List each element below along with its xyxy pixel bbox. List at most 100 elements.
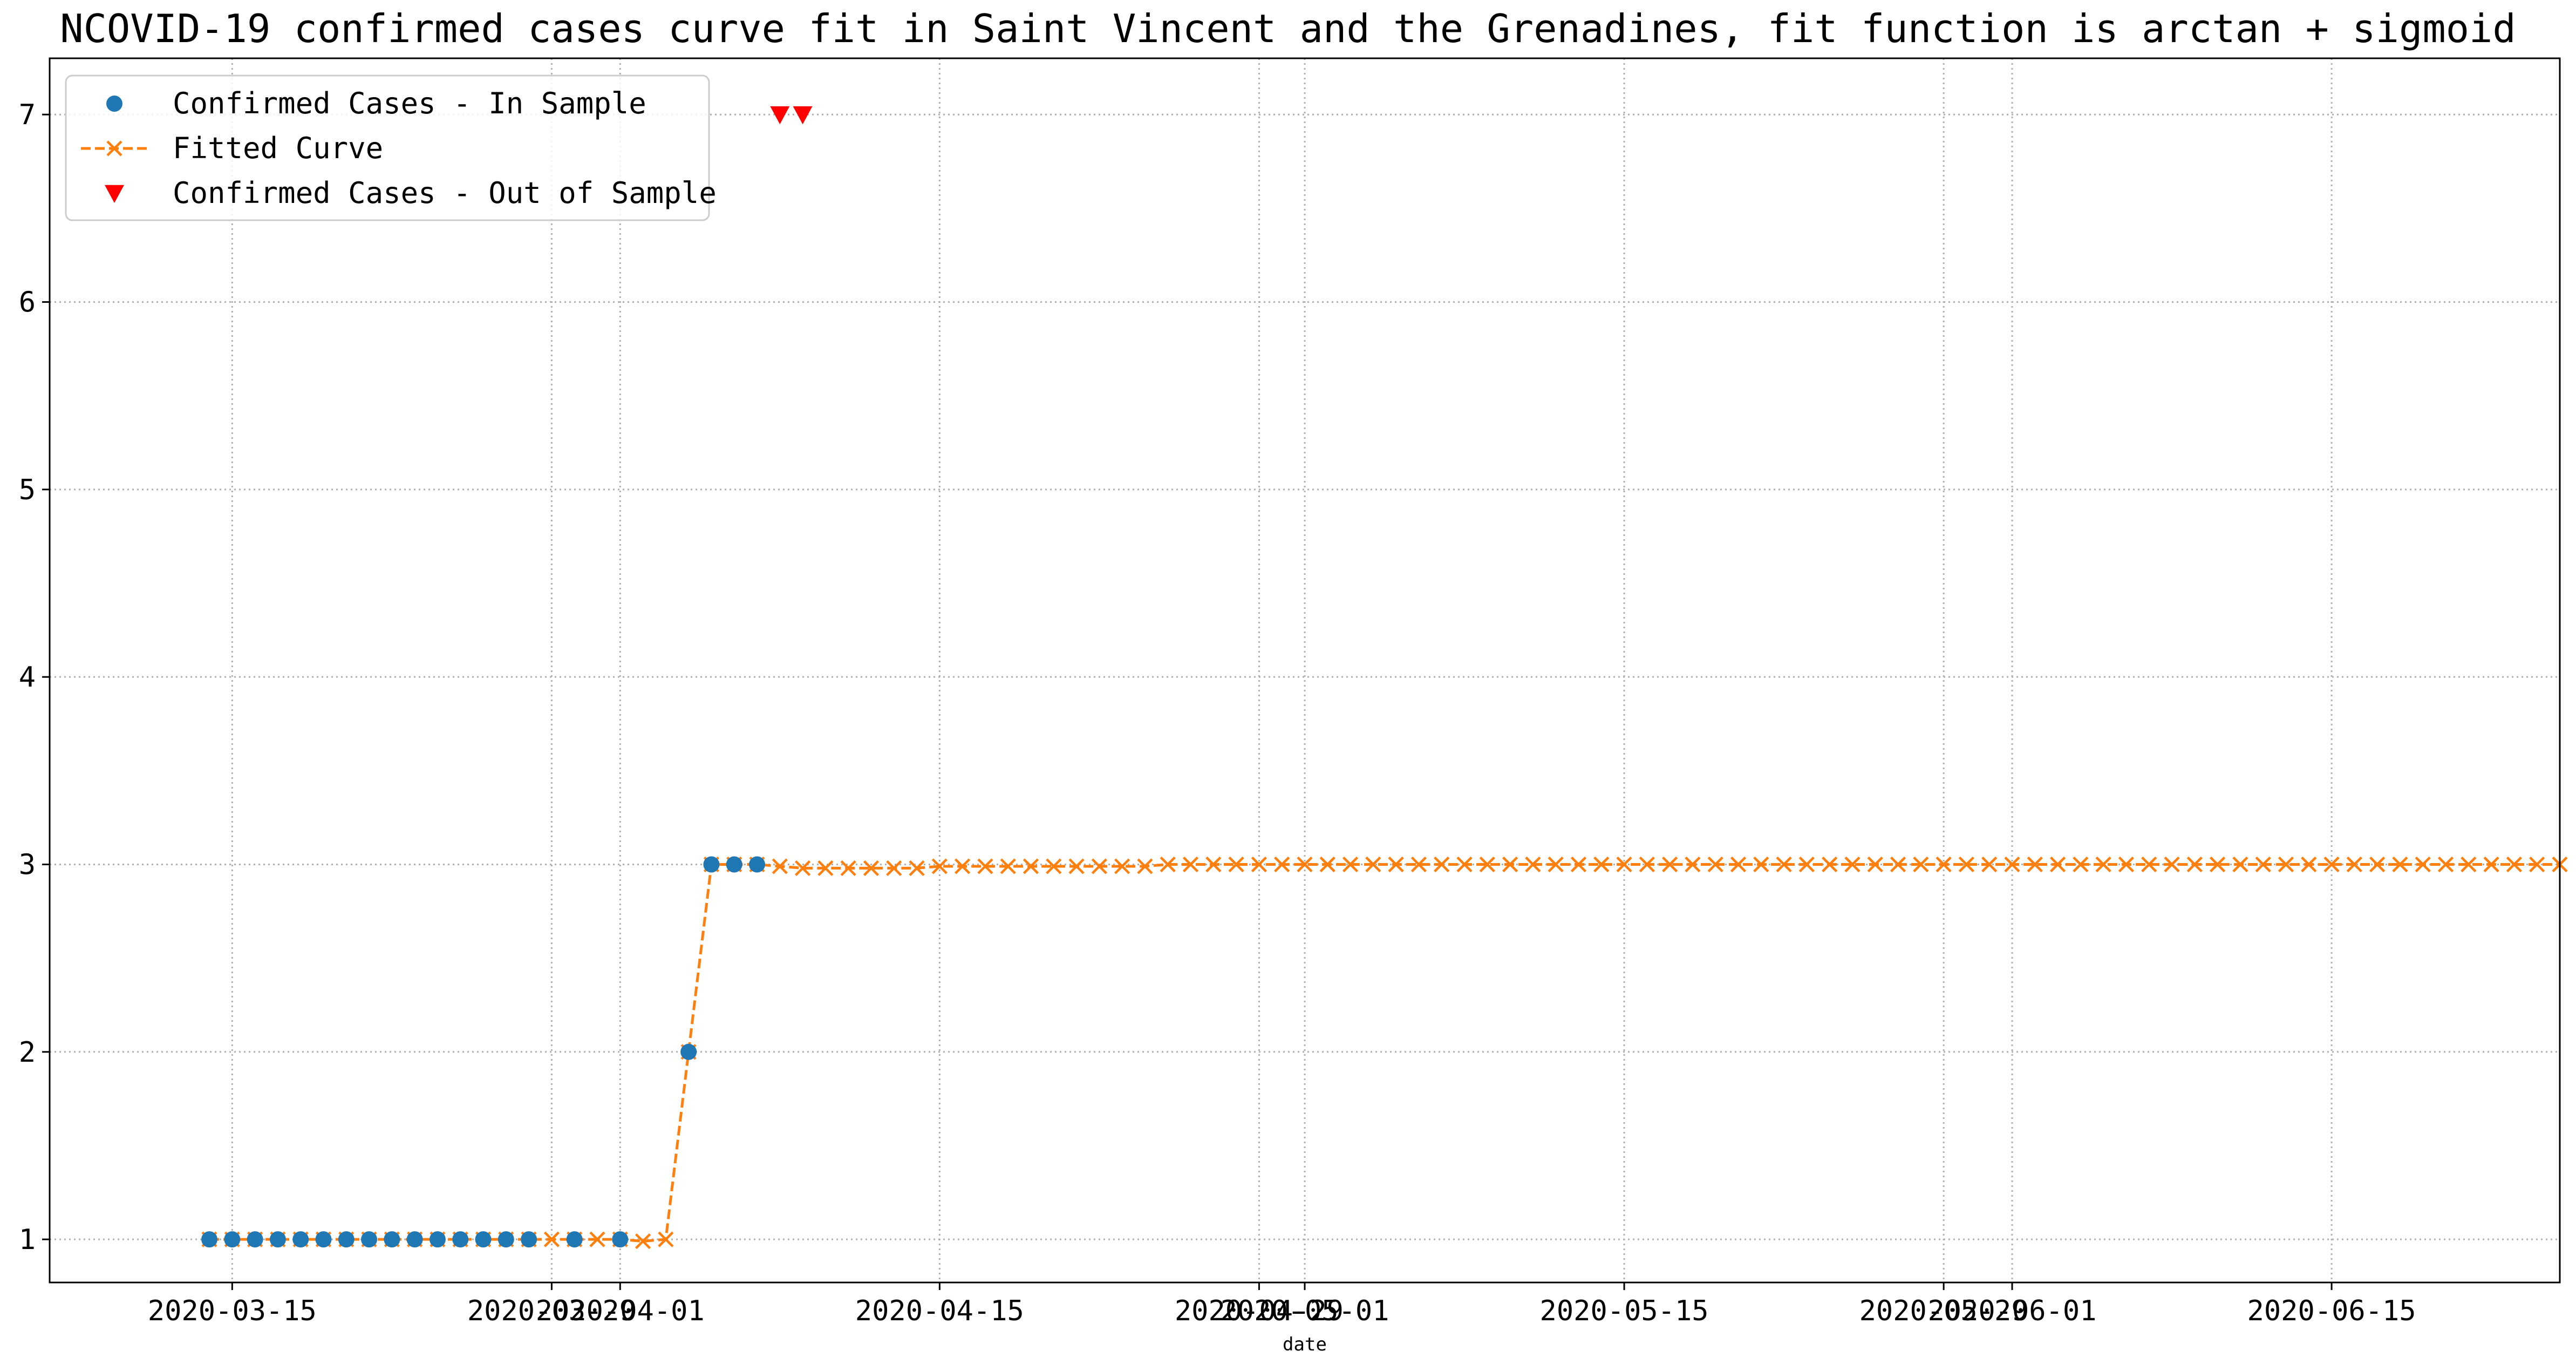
y-tick-label: 3 [19,849,36,881]
marker-stroke [1434,856,1450,873]
data-point [2186,856,2203,873]
marker-stroke [589,1231,605,1247]
legend-label: Confirmed Cases - Out of Sample [173,176,717,210]
data-point [106,140,122,157]
data-point [1822,856,1838,873]
x-tick-label: 2020-03-15 [148,1295,317,1327]
marker-stroke [2141,856,2157,873]
data-point [1844,856,1861,873]
marker-stroke [1365,856,1381,873]
marker-stroke [886,860,902,877]
data-point [2255,856,2271,873]
data-point [2164,856,2180,873]
data-point [429,1231,446,1248]
data-point [1502,856,1518,873]
marker-stroke [2461,856,2477,873]
marker-stroke [2164,856,2180,873]
data-point [770,106,790,125]
data-point [1319,856,1335,873]
data-point [1913,856,1929,873]
data-point [2483,856,2499,873]
marker-stroke [2278,856,2294,873]
data-point [1068,858,1085,874]
marker-stroke [2506,856,2523,873]
data-point [498,1231,514,1248]
data-point [1981,856,1998,873]
data-point [612,1231,629,1248]
marker-stroke [1251,856,1267,873]
data-point [1616,856,1632,873]
marker-stroke [2346,856,2362,873]
marker-stroke [931,858,948,874]
marker-stroke [543,1231,560,1247]
marker-stroke [1479,856,1495,873]
marker-stroke [1753,856,1769,873]
legend-box [65,74,710,221]
data-point [201,1231,218,1248]
marker-stroke [1091,858,1107,874]
marker-stroke [1616,856,1632,873]
marker-stroke [1798,856,1815,873]
marker-stroke [772,858,788,874]
marker-stroke [1023,858,1039,874]
y-tick-label: 1 [19,1224,36,1256]
marker-stroke [817,860,834,877]
marker-stroke [2186,856,2203,873]
data-point [2437,856,2454,873]
legend-item: Confirmed Cases - Out of Sample [105,176,717,210]
data-point [1023,858,1039,874]
marker-stroke [1890,856,1906,873]
data-point [2415,856,2431,873]
marker-stroke [2529,856,2545,873]
series-out-of-sample [770,106,813,125]
data-point [2506,856,2523,873]
marker-stroke [2323,856,2340,873]
data-point [2369,856,2386,873]
marker-stroke [2050,856,2066,873]
marker-stroke [2301,856,2317,873]
marker-stroke [795,860,811,877]
data-point [1342,856,1359,873]
marker-stroke [1936,856,1952,873]
marker-stroke [106,140,122,157]
data-point [817,860,834,877]
data-point [106,96,122,112]
data-point [2210,856,2226,873]
y-tick-label: 4 [19,661,36,694]
data-point [1570,856,1587,873]
data-point [1593,856,1610,873]
data-point [1410,856,1427,873]
marker-stroke [1867,856,1883,873]
x-tick-label: 2020-05-01 [1220,1295,1389,1327]
marker-stroke [2392,856,2408,873]
data-point [338,1231,355,1248]
marker-stroke [2369,856,2386,873]
data-point [749,856,766,873]
data-point [1114,858,1130,874]
marker-stroke [2027,856,2043,873]
data-point [1639,856,1655,873]
data-point [977,858,993,874]
marker-stroke [1342,856,1359,873]
marker-stroke [1182,856,1199,873]
data-point [1182,856,1199,873]
data-point [840,860,856,877]
data-point [543,1231,560,1247]
data-point [2323,856,2340,873]
marker-stroke [1502,856,1518,873]
marker-stroke [635,1233,651,1250]
data-point [726,856,742,873]
data-point [452,1231,469,1248]
data-point [658,1231,674,1247]
marker-stroke [1685,856,1701,873]
data-point [2278,856,2294,873]
y-tick-label: 6 [19,287,36,319]
data-point [2118,856,2135,873]
chart-title: NCOVID-19 confirmed cases curve fit in S… [60,6,2516,51]
marker-stroke [1958,856,1975,873]
data-point [795,860,811,877]
x-tick-label: 2020-04-15 [855,1295,1024,1327]
marker-stroke [2073,856,2089,873]
